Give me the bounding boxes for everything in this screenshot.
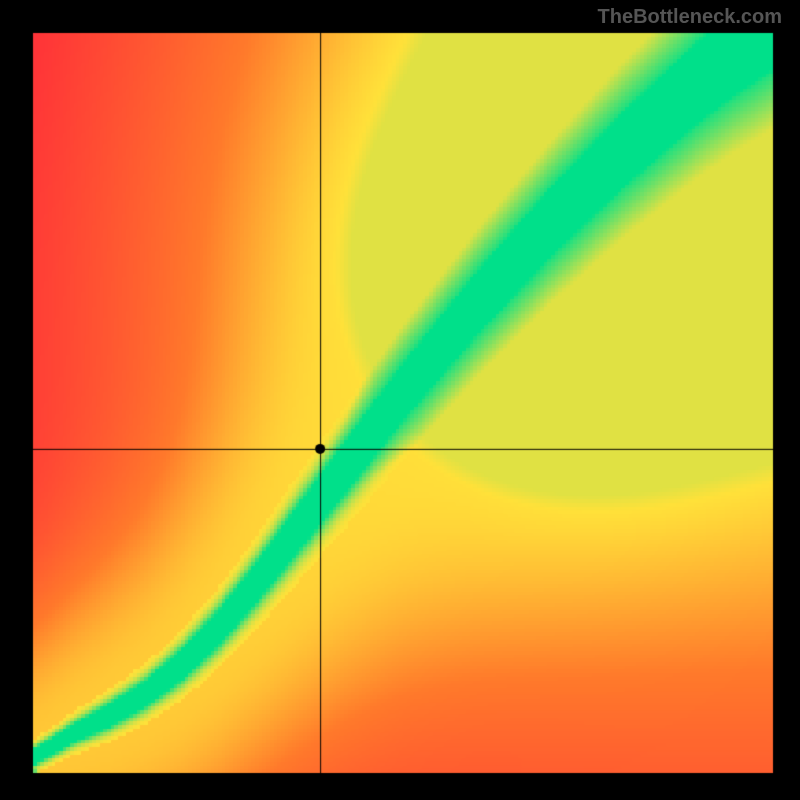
- bottleneck-heatmap: [0, 0, 800, 800]
- watermark-text: TheBottleneck.com: [598, 6, 782, 29]
- chart-container: TheBottleneck.com: [0, 0, 800, 800]
